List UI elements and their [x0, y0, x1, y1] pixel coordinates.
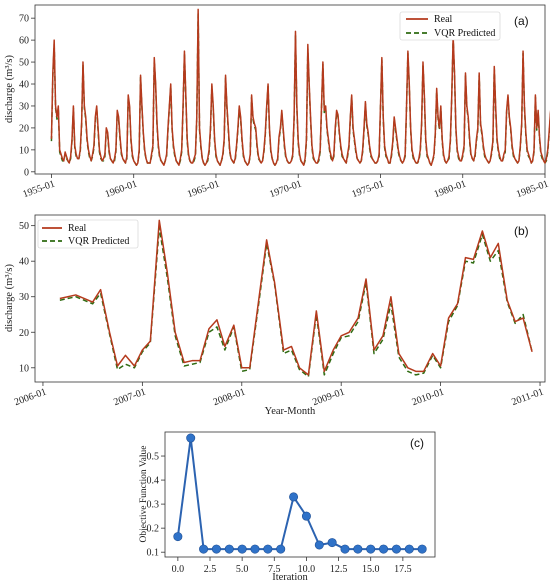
ylabel-c: Objective Function Value: [139, 446, 149, 543]
x-tick-label: 15.0: [362, 564, 380, 575]
legend-label-predicted: VQR Predicted: [434, 28, 495, 39]
y-tick-label: 20: [19, 328, 29, 339]
data-point: [340, 544, 350, 554]
x-tick-label: 2010-01: [411, 386, 446, 408]
x-tick-label: 1955-01: [21, 178, 56, 200]
data-point: [314, 540, 324, 550]
data-point: [199, 544, 209, 554]
legend-label-predicted: VQR Predicted: [68, 236, 129, 247]
series-line-real: [50, 8, 550, 166]
y-tick-label: 30: [19, 292, 29, 303]
x-tick-label: 0.0: [172, 564, 185, 575]
legend-label-real: Real: [434, 14, 453, 25]
xlabel-c: Iteration: [272, 572, 308, 583]
x-tick-label: 2008-01: [212, 386, 247, 408]
x-tick-label: 2007-01: [112, 386, 147, 408]
y-tick-label: 0.3: [147, 500, 160, 511]
plot-frame-b: [34, 214, 546, 383]
x-tick-label: 1985-01: [515, 178, 550, 200]
x-tick-label: 2.5: [204, 564, 217, 575]
data-point: [237, 544, 247, 554]
chart-c: 0.1 0.2 0.3 0.4 0.5 0.0 2.5 5.0 7.5 10.0 12.5 15.0…: [139, 431, 436, 583]
x-tick-label: 1980-01: [433, 178, 468, 200]
data-point: [173, 532, 183, 542]
y-tick-label: 0.2: [147, 524, 160, 535]
data-point: [417, 544, 427, 554]
x-tick-label: 1960-01: [104, 178, 139, 200]
x-tick-label: 5.0: [236, 564, 249, 575]
x-tick-label: 2009-01: [311, 386, 346, 408]
chart-a: 0 10 20 30 40 50 60 70 1955-01 1960-01 1965-01 197…: [4, 4, 550, 200]
data-point: [289, 492, 299, 502]
x-tick-label: 7.5: [268, 564, 281, 575]
x-tick-label: 12.5: [330, 564, 348, 575]
data-point: [224, 544, 234, 554]
plot-frame-c: [164, 431, 436, 558]
data-point: [301, 511, 311, 521]
data-point: [263, 544, 273, 554]
chart-b: 10 20 30 40 50 2006-01 2007-01 2008-01 2009-01 2…: [4, 214, 546, 417]
ylabel-b: discharge (m³/s): [4, 264, 15, 332]
legend-a: Real VQR Predicted: [399, 11, 501, 41]
data-point: [186, 433, 196, 443]
data-point: [211, 544, 221, 554]
plot-frame-a: [34, 4, 546, 175]
y-tick-label: 20: [19, 123, 29, 134]
data-point: [327, 538, 337, 548]
y-tick-label: 40: [19, 257, 29, 268]
series-line-real: [59, 219, 533, 376]
data-point: [250, 544, 260, 554]
data-point: [353, 544, 363, 554]
y-tick-label: 40: [19, 80, 29, 91]
x-tick-label: 10.0: [298, 564, 316, 575]
x-tick-label: 2006-01: [13, 386, 48, 408]
xlabel-b: Year-Month: [265, 406, 316, 417]
y-tick-label: 0.4: [147, 476, 160, 487]
data-point: [276, 544, 286, 554]
x-tick-label: 2011-01: [510, 386, 545, 408]
data-point: [404, 544, 414, 554]
x-tick-label: 17.5: [394, 564, 412, 575]
y-tick-label: 50: [19, 221, 29, 232]
ylabel-a: discharge (m³/s): [4, 55, 15, 123]
y-tick-label: 0.1: [147, 548, 160, 559]
data-point: [366, 544, 376, 554]
legend-label-real: Real: [68, 223, 87, 234]
y-tick-label: 30: [19, 101, 29, 112]
y-tick-label: 0.5: [147, 452, 160, 463]
legend-b: Real VQR Predicted: [37, 219, 139, 249]
y-tick-label: 50: [19, 58, 29, 69]
data-point: [379, 544, 389, 554]
y-tick-label: 70: [19, 14, 29, 25]
x-tick-label: 1965-01: [186, 178, 221, 200]
x-tick-label: 1975-01: [350, 178, 385, 200]
panel-label-b: (b): [514, 224, 529, 238]
series-line-objective: [176, 437, 423, 551]
x-tick-label: 1970-01: [268, 178, 303, 200]
y-tick-label: 10: [19, 363, 29, 374]
series-line-predicted: [59, 226, 533, 378]
panel-label-c: (c): [410, 436, 424, 450]
y-tick-label: 60: [19, 36, 29, 47]
y-tick-label: 0: [24, 167, 29, 178]
y-tick-label: 10: [19, 145, 29, 156]
data-point: [391, 544, 401, 554]
panel-label-a: (a): [514, 14, 529, 28]
